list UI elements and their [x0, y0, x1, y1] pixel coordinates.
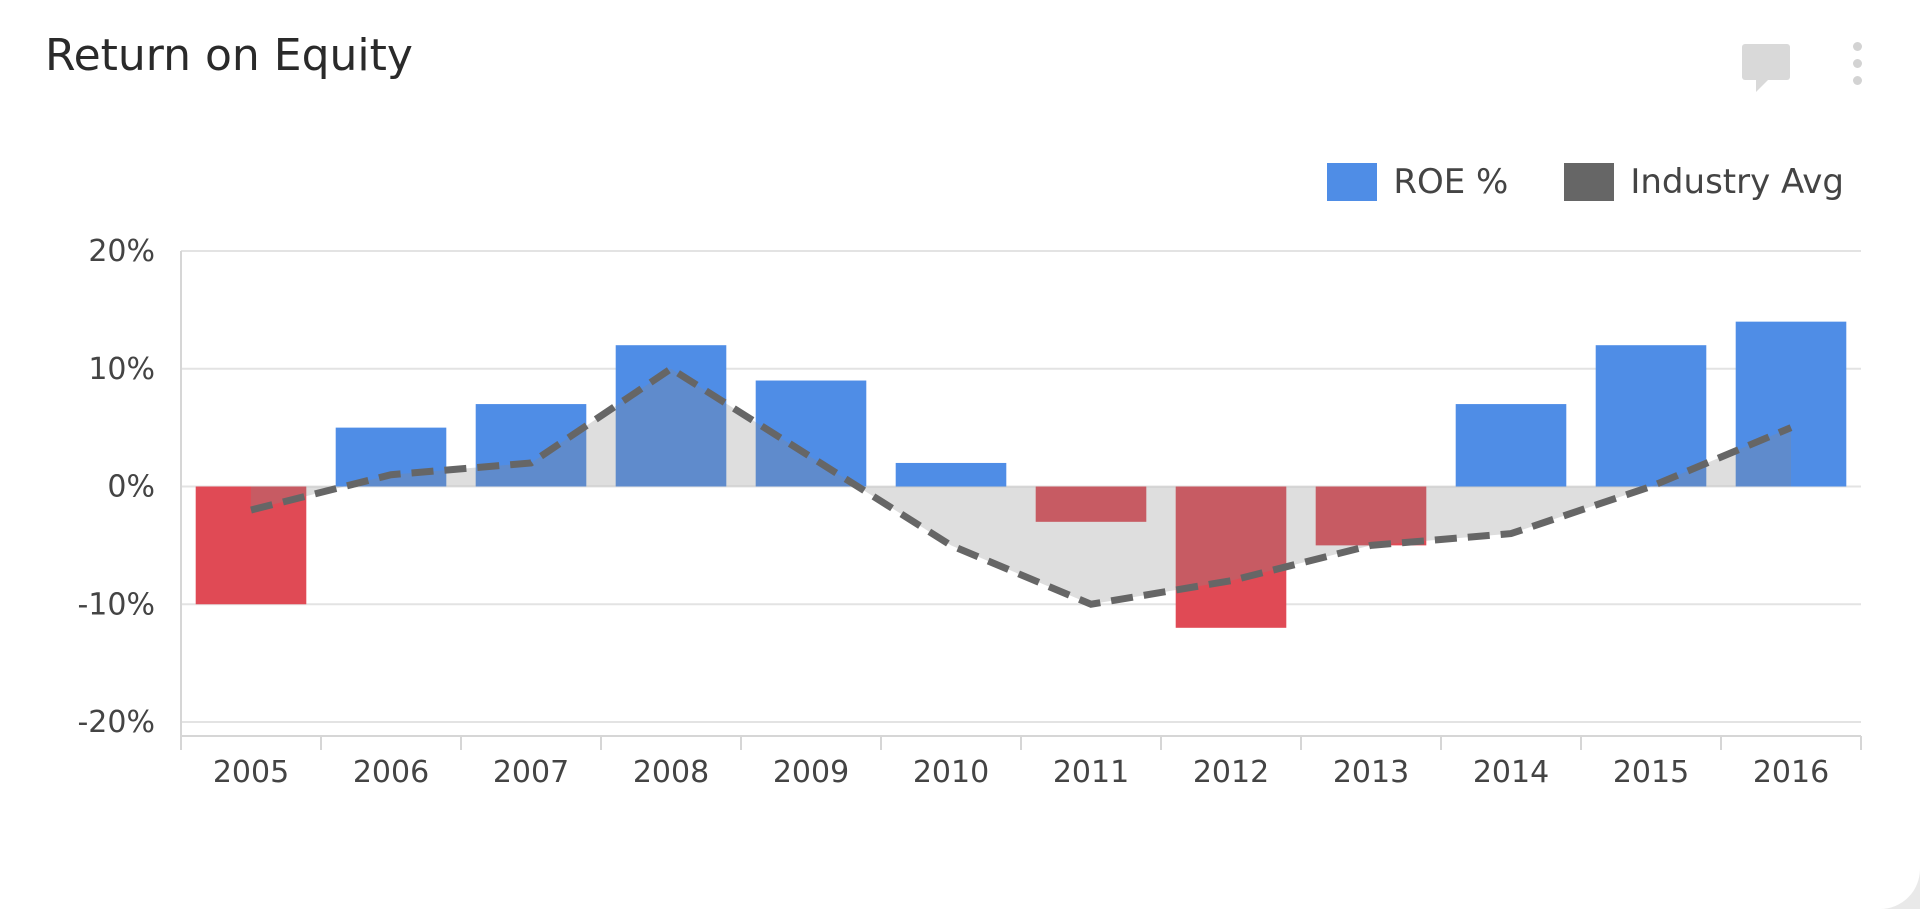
x-tick-label: 2015	[1613, 755, 1689, 790]
industry-avg-area	[251, 368, 1791, 605]
bar-roe-2007	[475, 404, 587, 487]
bar-roe-2014	[1455, 404, 1567, 487]
legend-swatch-industry	[1564, 163, 1615, 201]
x-tick-label: 2008	[633, 755, 709, 790]
x-tick-label: 2006	[353, 755, 429, 790]
bar-roe-2013	[1315, 486, 1427, 546]
bar-roe-2008	[615, 345, 727, 487]
bar-roe-2010	[895, 462, 1007, 487]
comment-icon[interactable]	[1742, 44, 1790, 92]
legend-item-roe[interactable]: ROE %	[1327, 162, 1508, 202]
x-tick-label: 2011	[1053, 755, 1129, 790]
bar-roe-2016	[1735, 321, 1847, 487]
y-tick-label: -10%	[77, 587, 155, 622]
bar-roe-2015	[1595, 345, 1707, 487]
legend: ROE % Industry Avg	[1327, 162, 1844, 202]
x-tick-label: 2010	[913, 755, 989, 790]
x-tick-label: 2009	[773, 755, 849, 790]
x-tick-label: 2014	[1473, 755, 1549, 790]
bar-roe-2005	[195, 486, 307, 605]
x-tick-label: 2012	[1193, 755, 1269, 790]
legend-swatch-roe	[1327, 163, 1378, 201]
industry-avg-line	[250, 364, 1793, 608]
x-tick-label: 2007	[493, 755, 569, 790]
y-tick-label: 20%	[88, 234, 155, 269]
y-tick-label: 10%	[88, 352, 155, 387]
widget-title: Return on Equity	[45, 30, 413, 81]
x-tick-label: 2016	[1753, 755, 1829, 790]
y-tick-label: -20%	[77, 705, 155, 740]
x-tick-label: 2005	[213, 755, 289, 790]
x-tick-label: 2013	[1333, 755, 1409, 790]
y-tick-label: 0%	[107, 470, 155, 505]
legend-label-roe: ROE %	[1393, 162, 1509, 202]
bar-roe-2012	[1175, 486, 1287, 628]
legend-item-industry[interactable]: Industry Avg	[1564, 162, 1844, 202]
kebab-menu-icon[interactable]	[1850, 42, 1864, 98]
bar-roe-2011	[1035, 486, 1147, 522]
legend-label-industry: Industry Avg	[1630, 162, 1844, 202]
